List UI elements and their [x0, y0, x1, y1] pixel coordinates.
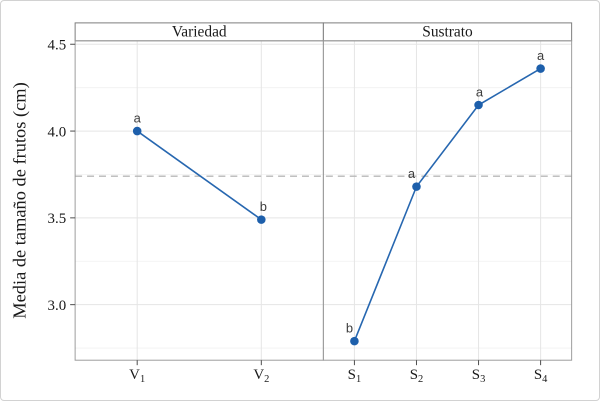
x-tick-label-sub: 4 [542, 374, 548, 385]
data-point [474, 100, 483, 110]
x-tick-label-base: S [348, 367, 356, 383]
data-point [132, 126, 142, 136]
series-line [136, 130, 262, 221]
y-tick-label: 4.5 [48, 37, 67, 53]
plot-panel [74, 40, 324, 361]
y-tick-label: 3.5 [48, 211, 67, 227]
data-point [257, 215, 266, 224]
x-tick-label-base: S [534, 367, 542, 383]
point-label: a [134, 111, 142, 126]
x-tick-label-sub: 3 [480, 374, 485, 385]
plot-panel [322, 40, 573, 361]
point-label: b [346, 321, 353, 336]
x-tick-label: V2 [253, 367, 269, 385]
y-tick-label: 4.0 [48, 124, 67, 140]
x-tick-label: S2 [410, 367, 424, 385]
data-point [350, 336, 359, 346]
x-tick-label: V1 [129, 367, 145, 385]
point-label: a [537, 48, 545, 63]
series-line [353, 67, 542, 342]
x-tick-label-sub: 2 [264, 374, 269, 385]
x-tick-label-base: S [410, 367, 418, 383]
x-tick-label-base: V [253, 367, 264, 383]
point-label: a [408, 166, 416, 181]
x-tick-label-sub: 2 [418, 374, 423, 385]
x-tick-label-base: S [472, 367, 480, 383]
x-tick-label-sub: 1 [356, 374, 361, 385]
y-axis-label: Media de tamaño de frutos (cm) [9, 82, 30, 318]
data-point [412, 182, 421, 191]
x-tick-label: S3 [472, 367, 486, 385]
x-tick-label-sub: 1 [140, 374, 145, 385]
x-tick-label-base: V [129, 367, 140, 383]
x-tick-label: S1 [348, 367, 362, 385]
point-label: a [476, 85, 484, 100]
panel-title: Variedad [172, 23, 227, 40]
point-label: b [260, 199, 267, 214]
x-tick-label: S4 [534, 367, 548, 385]
panel-title: Sustrato [422, 23, 473, 40]
y-tick-label: 3.0 [48, 298, 67, 314]
data-point [536, 64, 545, 73]
